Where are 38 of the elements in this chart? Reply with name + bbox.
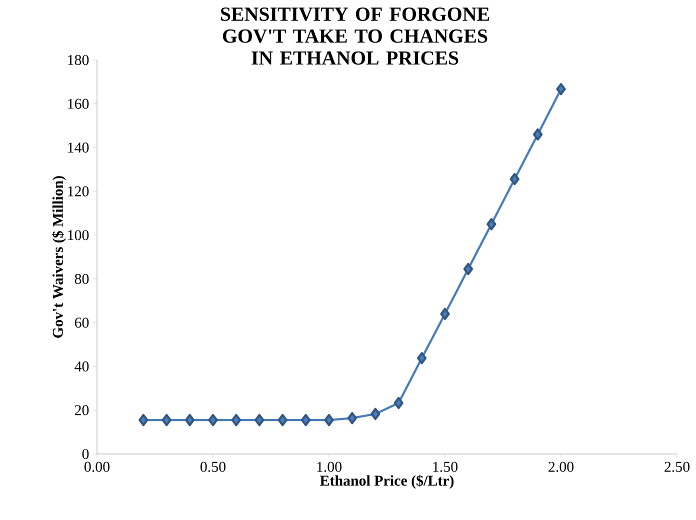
point [486,218,496,230]
y-tick-label: 120 [68,186,89,196]
y-axis-title: Gov't Waivers ($ Million) [52,176,66,338]
point [370,408,380,420]
point [300,414,311,426]
point [254,414,264,426]
point [440,308,450,320]
x-tick-label: 2.50 [664,462,690,472]
point [416,352,427,364]
point [184,414,195,426]
point [347,412,358,424]
x-tick-label: 1.50 [433,462,458,472]
y-tick-label: 0 [82,448,89,460]
point [162,414,172,426]
y-tick-label: 20 [74,405,89,416]
point [208,414,218,426]
y-tick-label: 100 [68,230,89,240]
point [278,414,288,426]
point [532,128,543,141]
point [463,262,474,276]
x-tick-label: 0.50 [200,462,226,472]
chart-title: SENSITIVITY OF FORGONE GOV'T TAKE TO CHANGES IN ETHANOL PRICES [220,8,490,65]
y-tick-label: 180 [68,54,89,66]
point [138,414,148,426]
y-tick-label: 60 [74,318,89,328]
y-tick-label: 80 [74,274,89,284]
point [556,83,566,96]
y-tick-label: 140 [68,142,89,153]
x-tick-label: 0.00 [84,462,110,472]
y-tick-label: 40 [74,361,89,372]
x-axis-title: Ethanol Price ($/Ltr) [320,474,454,489]
point [231,414,242,426]
point [510,172,520,186]
x-tick-label: 1.00 [317,462,342,472]
y-tick-label: 160 [68,98,89,109]
point [324,414,334,426]
x-tick-label: 2.00 [548,462,574,472]
point [394,396,404,410]
